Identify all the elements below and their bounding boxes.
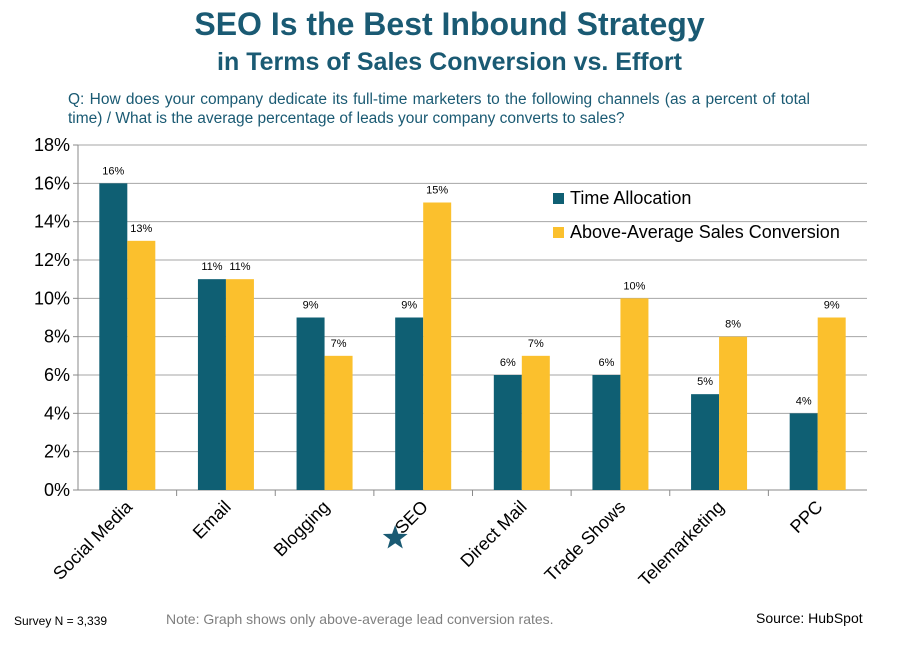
x-tick-label: Social Media [49,496,137,584]
bar-time-allocation [789,413,818,490]
legend: Time Allocation Above-Average Sales Conve… [553,188,840,242]
bar-time-allocation [395,317,424,490]
source-credit: Source: HubSpot [756,610,863,626]
y-tick-label: 16% [34,173,70,193]
data-label: 6% [598,357,614,369]
data-label: 8% [725,319,741,331]
x-tick-label: PPC [786,497,826,537]
x-tick-label: Telemarketing [635,497,728,590]
data-label: 7% [331,338,347,350]
data-label: 11% [229,261,250,273]
bars [99,183,846,491]
y-tick-label: 18% [34,135,70,155]
data-label: 16% [102,165,124,177]
bar-sales-conversion [817,317,846,490]
y-tick-label: 2% [44,442,70,462]
bar-sales-conversion [620,298,649,490]
data-label: 11% [201,261,222,273]
data-label: 9% [401,300,417,312]
data-label: 6% [500,357,516,369]
bar-sales-conversion [521,355,550,490]
bar-time-allocation [592,375,621,490]
data-label: 7% [528,338,544,350]
bar-time-allocation [493,375,522,490]
chart-title: SEO Is the Best Inbound Strategy [194,6,705,42]
x-tick-label: Blogging [270,497,334,561]
bar-sales-conversion [324,355,353,490]
data-label: 9% [303,300,319,312]
data-labels: 16% 13% 11% 11% 9% 7% 9% 15% 6% 7% 6% 10% 5% 8% 4% 9% [102,165,840,407]
bar-sales-conversion [719,336,748,490]
x-tick-label: Email [189,497,235,543]
y-tick-label: 14% [34,212,70,232]
data-label: 5% [697,376,713,388]
data-label: 9% [824,300,840,312]
y-tick-label: 0% [44,480,70,500]
survey-question: Q: How does your company dedicate its fu… [68,91,810,127]
legend-label: Above-Average Sales Conversion [570,222,840,242]
x-tick-label: Direct Mail [456,497,530,571]
footnote: Note: Graph shows only above-average lea… [166,611,554,627]
data-label: 13% [130,223,152,235]
legend-swatch [553,193,564,204]
x-tick-label: Trade Shows [541,497,630,586]
y-tick-label: 12% [34,250,70,270]
bar-sales-conversion [225,279,254,490]
survey-size: Survey N = 3,339 [14,614,108,628]
star-icon [382,525,408,549]
bar-sales-conversion [127,240,156,490]
data-label: 10% [623,280,645,292]
x-axis: Social Media Email Blogging SEO Direct Mail T… [49,490,827,590]
bar-sales-conversion [423,202,452,490]
chart-subtitle: in Terms of Sales Conversion vs. Effort [217,48,682,76]
bar-time-allocation [296,317,325,490]
y-axis: 0% 2% 4% 6% 8% 10% 12% 14% 16% 18% [34,135,79,500]
bar-time-allocation [197,279,226,490]
data-label: 4% [796,395,812,407]
legend-label: Time Allocation [570,188,691,208]
bar-time-allocation [691,394,720,490]
y-tick-label: 4% [44,403,70,423]
bar-time-allocation [99,183,128,491]
y-tick-label: 6% [44,365,70,385]
gridlines [78,144,867,491]
legend-swatch [553,227,564,238]
data-label: 15% [426,185,448,197]
y-tick-label: 10% [34,288,70,308]
y-tick-label: 8% [44,327,70,347]
